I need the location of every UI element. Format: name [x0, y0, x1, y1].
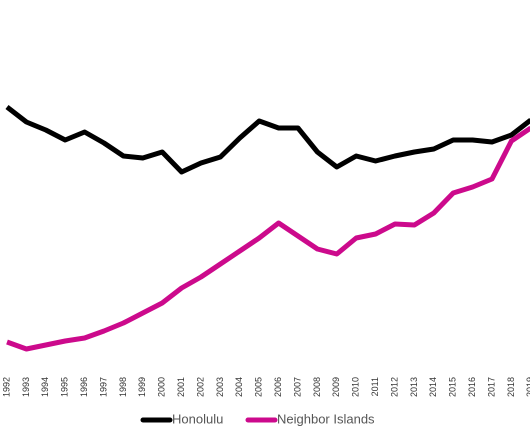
x-tick-label: 1996: [79, 377, 89, 397]
x-tick-label: 2002: [195, 377, 205, 397]
legend-label: Honolulu: [172, 411, 223, 426]
x-tick-label: 2017: [486, 377, 496, 397]
legend-label: Neighbor Islands: [277, 411, 375, 426]
x-tick-label: 2000: [157, 377, 167, 397]
x-tick-label: 2008: [312, 377, 322, 397]
x-tick-label: 2005: [254, 377, 264, 397]
x-tick-label: 1995: [60, 377, 70, 397]
x-tick-label: 2014: [428, 377, 438, 397]
x-tick-label: 1997: [98, 377, 108, 397]
x-tick-label: 2009: [331, 377, 341, 397]
x-tick-label: 2010: [351, 377, 361, 397]
x-tick-label: 1998: [118, 377, 128, 397]
x-tick-label: 2019: [525, 377, 530, 397]
x-tick-label: 2001: [176, 377, 186, 397]
x-tick-label: 2006: [273, 377, 283, 397]
x-tick-label: 2011: [370, 377, 380, 396]
x-tick-label: 2018: [506, 377, 516, 397]
x-tick-label: 2016: [467, 377, 477, 397]
x-tick-label: 1994: [40, 377, 50, 397]
line-series: [5, 105, 530, 175]
x-tick-label: 2004: [234, 377, 244, 397]
x-tick-label: 1993: [21, 377, 31, 397]
x-tick-label: 2013: [409, 377, 419, 397]
x-tick-label: 2003: [215, 377, 225, 397]
x-tick-label: 2012: [389, 377, 399, 397]
x-tick-label: 2015: [448, 377, 458, 397]
x-tick-label: 2007: [292, 377, 302, 397]
line-series: [6, 125, 530, 352]
x-tick-label: 1992: [1, 377, 11, 397]
x-tick-label: 1999: [137, 377, 147, 397]
